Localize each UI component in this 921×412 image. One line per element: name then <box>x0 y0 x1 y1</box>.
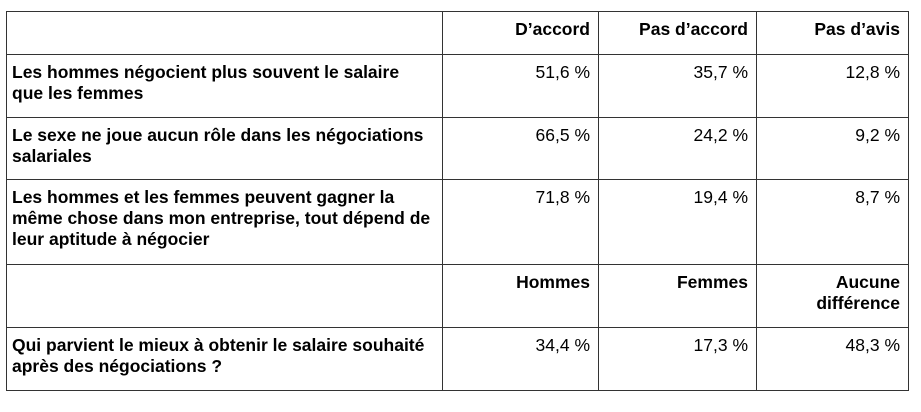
table-row: Le sexe ne joue aucun rôle dans les négo… <box>6 117 909 180</box>
row-statement: Le sexe ne joue aucun rôle dans les négo… <box>6 117 443 180</box>
value-cell-women: 17,3 % <box>598 327 757 391</box>
subheader-cell-men: Hommes <box>442 264 599 328</box>
value-cell-agree: 66,5 % <box>442 117 599 180</box>
table-row: Les hommes et les femmes peuvent gagner … <box>6 179 909 265</box>
value-cell-no-difference: 48,3 % <box>756 327 909 391</box>
value-cell-agree: 51,6 % <box>442 54 599 118</box>
value-cell-disagree: 24,2 % <box>598 117 757 180</box>
subheader-cell-no-difference: Aucune différence <box>756 264 909 328</box>
subheader-cell-women: Femmes <box>598 264 757 328</box>
value-cell-disagree: 19,4 % <box>598 179 757 265</box>
value-cell-no-opinion: 8,7 % <box>756 179 909 265</box>
subheader-empty-cell <box>6 264 443 328</box>
header-empty-cell <box>6 11 443 55</box>
value-cell-no-opinion: 9,2 % <box>756 117 909 180</box>
table-header-row: D’accord Pas d’accord Pas d’avis <box>6 11 909 55</box>
table-subheader-row: Hommes Femmes Aucune différence <box>6 264 909 328</box>
value-cell-disagree: 35,7 % <box>598 54 757 118</box>
value-cell-agree: 71,8 % <box>442 179 599 265</box>
header-cell-agree: D’accord <box>442 11 599 55</box>
value-cell-no-opinion: 12,8 % <box>756 54 909 118</box>
header-cell-disagree: Pas d’accord <box>598 11 757 55</box>
survey-table: D’accord Pas d’accord Pas d’avis Les hom… <box>6 11 909 391</box>
row-statement: Les hommes négocient plus souvent le sal… <box>6 54 443 118</box>
value-cell-men: 34,4 % <box>442 327 599 391</box>
table-row: Les hommes négocient plus souvent le sal… <box>6 54 909 118</box>
row-question: Qui parvient le mieux à obtenir le salai… <box>6 327 443 391</box>
row-statement: Les hommes et les femmes peuvent gagner … <box>6 179 443 265</box>
header-cell-no-opinion: Pas d’avis <box>756 11 909 55</box>
table-row: Qui parvient le mieux à obtenir le salai… <box>6 327 909 391</box>
